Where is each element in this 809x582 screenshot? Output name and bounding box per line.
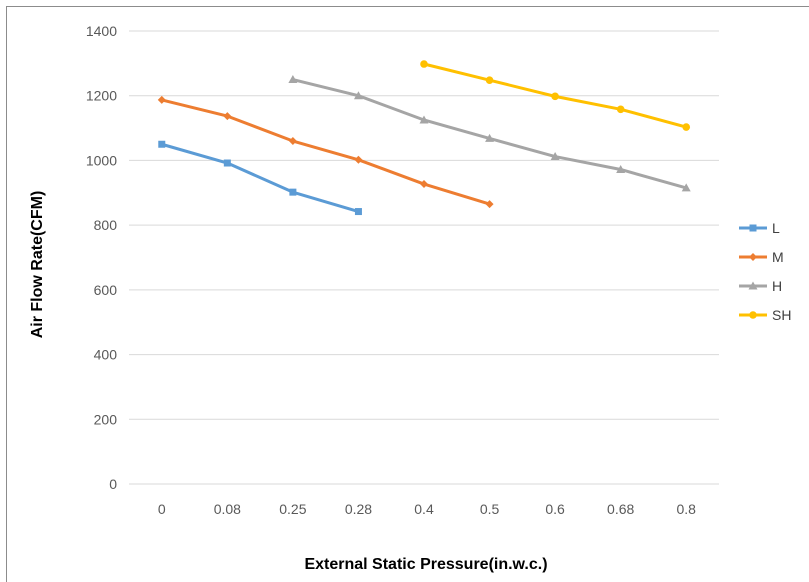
data-point-m: [420, 180, 428, 189]
legend-label: L: [772, 220, 780, 236]
data-point-l: [354, 208, 362, 216]
series-sh: [420, 60, 691, 131]
data-point-m: [157, 95, 166, 104]
y-axis-ticks: 0 200 400 600 800 1000 1200 1400: [86, 23, 117, 492]
legend-swatch-marker: [749, 253, 757, 261]
data-point-m: [354, 155, 363, 164]
x-tick-label: 0.5: [480, 501, 500, 517]
x-tick-label: 0.08: [214, 501, 241, 517]
data-point-h: [288, 75, 298, 84]
x-tick-label: 0.8: [676, 501, 696, 517]
series-line-m: [161, 98, 490, 206]
x-axis-title: External Static Pressure(in.w.c.): [304, 556, 547, 573]
data-point-m: [288, 137, 297, 146]
series-h: [288, 75, 691, 192]
chart-frame: [6, 6, 809, 582]
data-point-l: [223, 159, 231, 167]
data-point-l: [158, 140, 166, 148]
legend-label: H: [772, 278, 782, 294]
legend-item-h: H: [739, 278, 782, 294]
data-point-h: [353, 91, 363, 100]
y-tick-label: 400: [94, 347, 118, 363]
legend-item-l: L: [739, 220, 780, 236]
x-axis-ticks: 0 0.08 0.25 0.28 0.4 0.5 0.6 0.68 0.8: [158, 501, 696, 517]
x-tick-label: 0.4: [414, 501, 434, 517]
legend: LMH SH: [739, 220, 791, 323]
data-point-h: [616, 164, 626, 173]
data-point-h: [550, 152, 560, 161]
y-tick-label: 600: [94, 282, 118, 298]
y-tick-label: 200: [94, 411, 118, 427]
series-m: [157, 95, 494, 209]
data-point-sh: [551, 92, 559, 101]
x-tick-label: 0.68: [607, 501, 634, 517]
legend-label: M: [772, 249, 784, 265]
data-point-m: [223, 112, 232, 121]
data-point-sh: [682, 123, 691, 131]
series-line-l: [161, 142, 359, 213]
y-tick-label: 800: [94, 217, 118, 233]
gridlines: [129, 30, 719, 420]
y-tick-label: 1400: [86, 23, 117, 39]
y-axis-title: Air Flow Rate(CFM): [29, 191, 46, 339]
data-point-l: [289, 188, 297, 196]
x-tick-label: 0.6: [545, 501, 565, 517]
y-tick-label: 1000: [86, 152, 117, 168]
legend-swatch-marker: [749, 224, 757, 232]
x-tick-label: 0.28: [345, 501, 372, 517]
data-point-sh: [420, 60, 428, 68]
series-layer: [157, 60, 691, 216]
x-tick-label: 0: [158, 501, 166, 517]
legend-item-sh: SH: [739, 307, 791, 323]
y-tick-label: 1200: [86, 88, 117, 104]
legend-label: SH: [772, 307, 791, 323]
data-point-m: [485, 200, 494, 209]
data-point-h: [419, 115, 429, 124]
legend-swatch-marker: [749, 311, 757, 319]
data-point-h: [485, 133, 495, 142]
y-tick-label: 0: [109, 476, 117, 492]
series-l: [158, 140, 362, 216]
data-point-sh: [485, 76, 494, 84]
legend-swatch-marker: [748, 281, 758, 290]
legend-item-m: M: [739, 249, 784, 265]
x-tick-label: 0.25: [279, 501, 306, 517]
data-point-sh: [616, 105, 625, 114]
data-point-h: [681, 183, 691, 192]
